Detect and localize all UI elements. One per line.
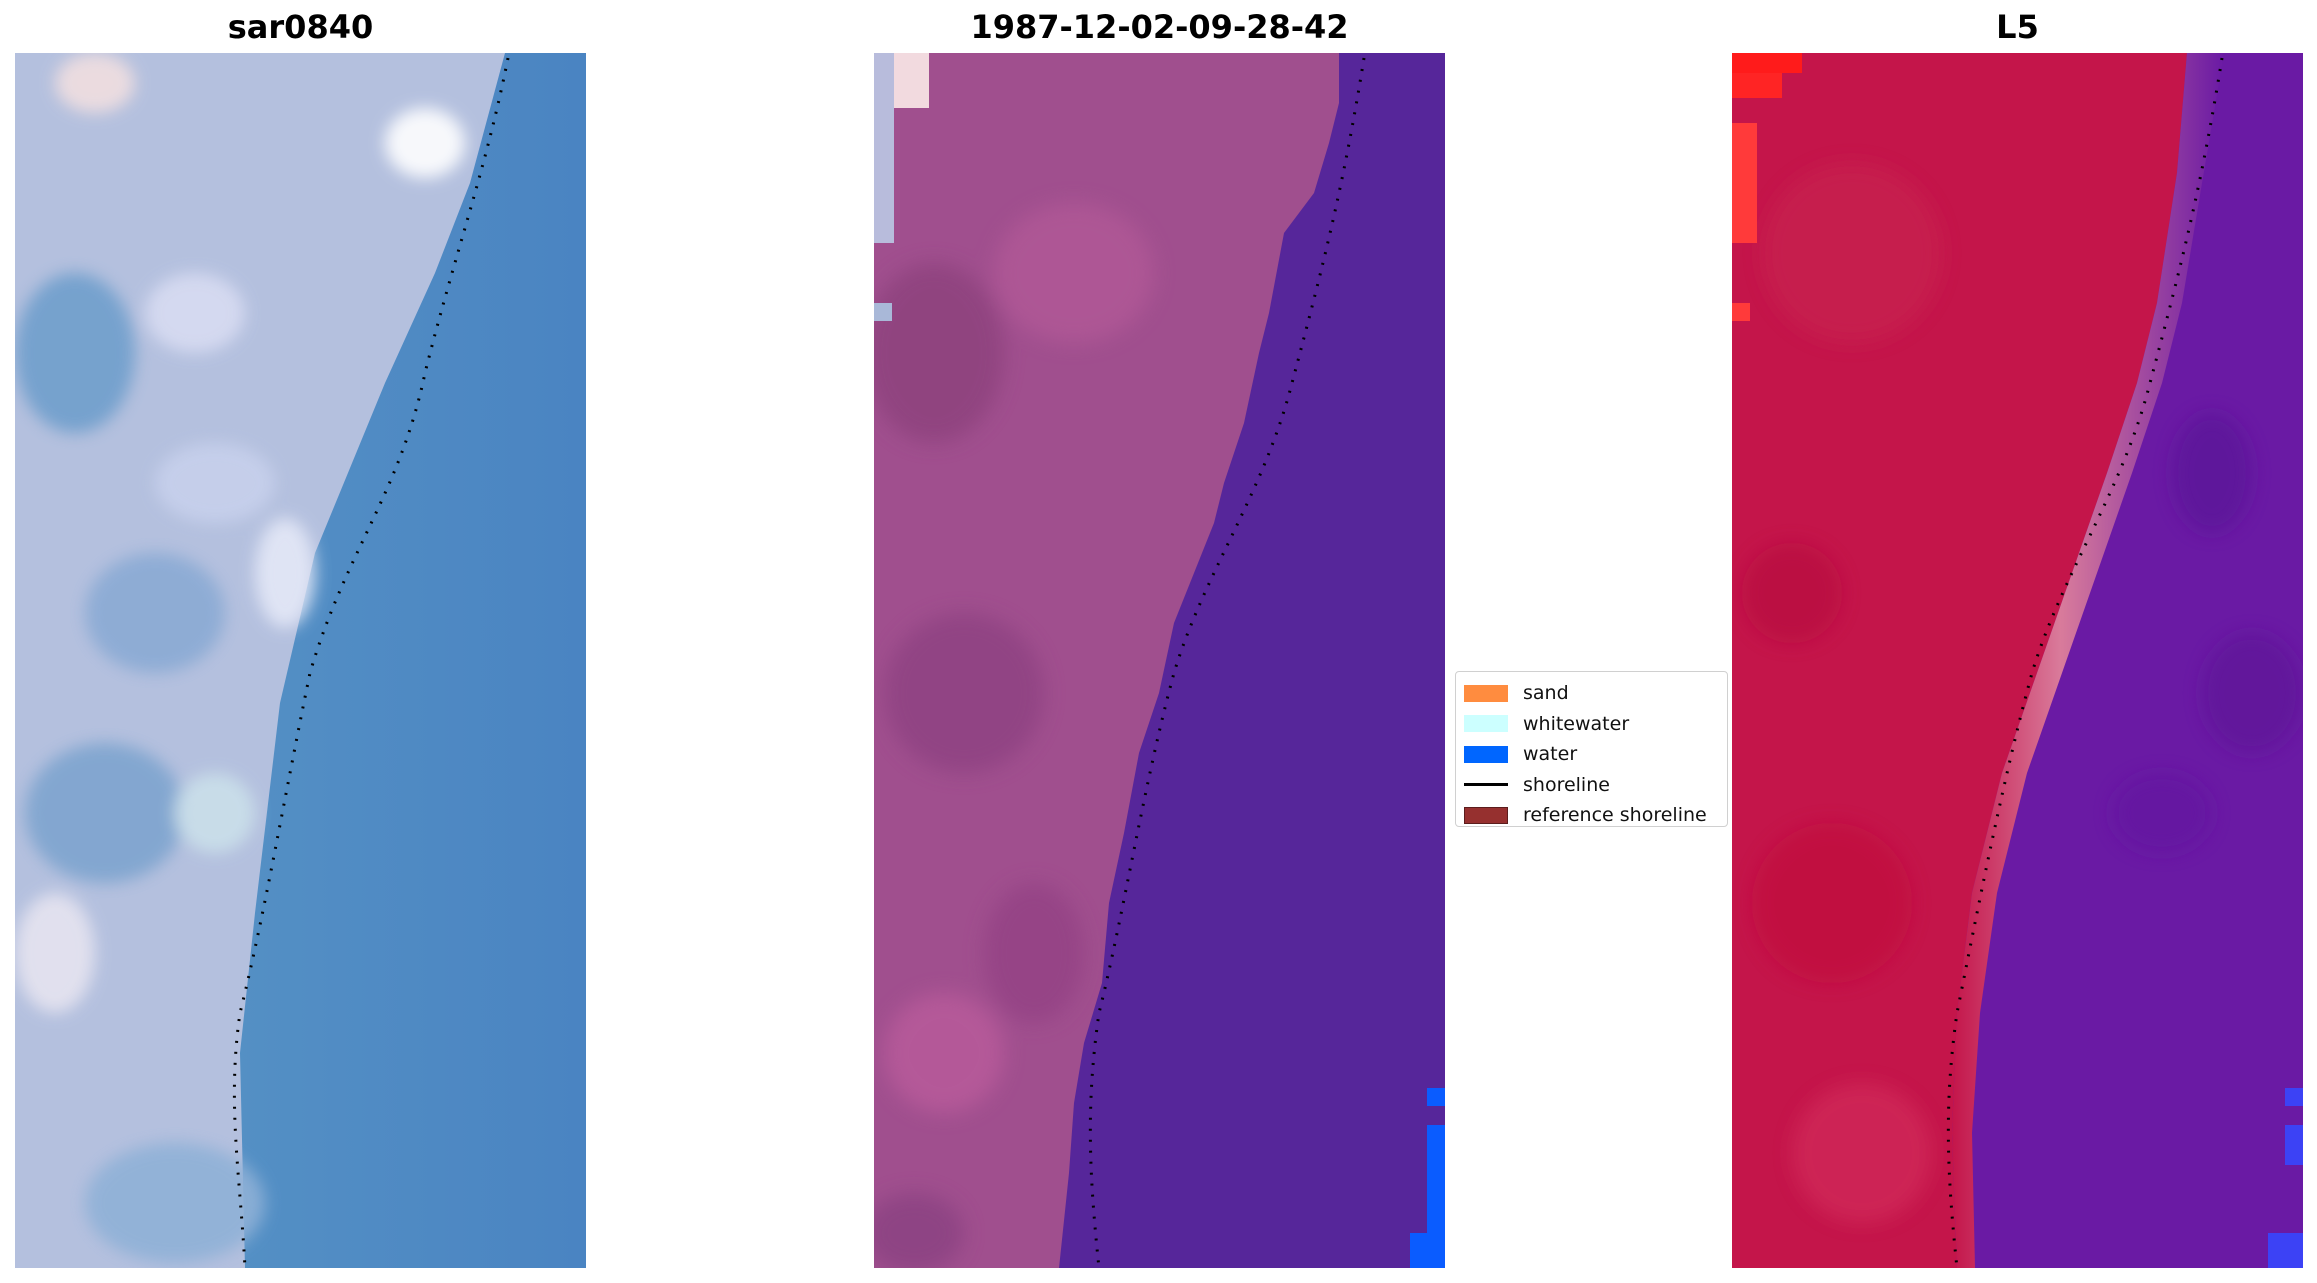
- legend-item-shoreline: shoreline: [1464, 770, 1727, 801]
- rgb-image: [15, 53, 586, 1268]
- legend-label: water: [1523, 743, 1578, 766]
- legend-label: whitewater: [1523, 712, 1630, 735]
- sand-swatch: [1464, 684, 1508, 702]
- water-swatch: [1464, 745, 1508, 763]
- legend-item-water: water: [1464, 739, 1727, 770]
- classified-image-panel: [874, 53, 1445, 1268]
- legend-item-sand: sand: [1464, 678, 1727, 709]
- legend-label: reference shoreline: [1523, 804, 1707, 827]
- index-image-panel: [1732, 53, 2303, 1268]
- index-image: [1732, 53, 2303, 1268]
- panel-title-index: L5: [1996, 8, 2039, 46]
- rgb-image-panel: [15, 53, 586, 1268]
- legend-label: sand: [1523, 682, 1569, 705]
- legend: sand whitewater water shoreline referenc…: [1455, 671, 1728, 827]
- whitewater-swatch: [1464, 715, 1508, 733]
- classified-image: [874, 53, 1445, 1268]
- legend-item-reference-shoreline: reference shoreline: [1464, 800, 1727, 831]
- legend-label: shoreline: [1523, 773, 1610, 796]
- legend-item-whitewater: whitewater: [1464, 709, 1727, 740]
- panel-title-classified: 1987-12-02-09-28-42: [970, 8, 1349, 46]
- reference-shoreline-swatch: [1464, 806, 1508, 824]
- panel-title-rgb: sar0840: [227, 8, 374, 46]
- shoreline-line-swatch: [1464, 783, 1508, 787]
